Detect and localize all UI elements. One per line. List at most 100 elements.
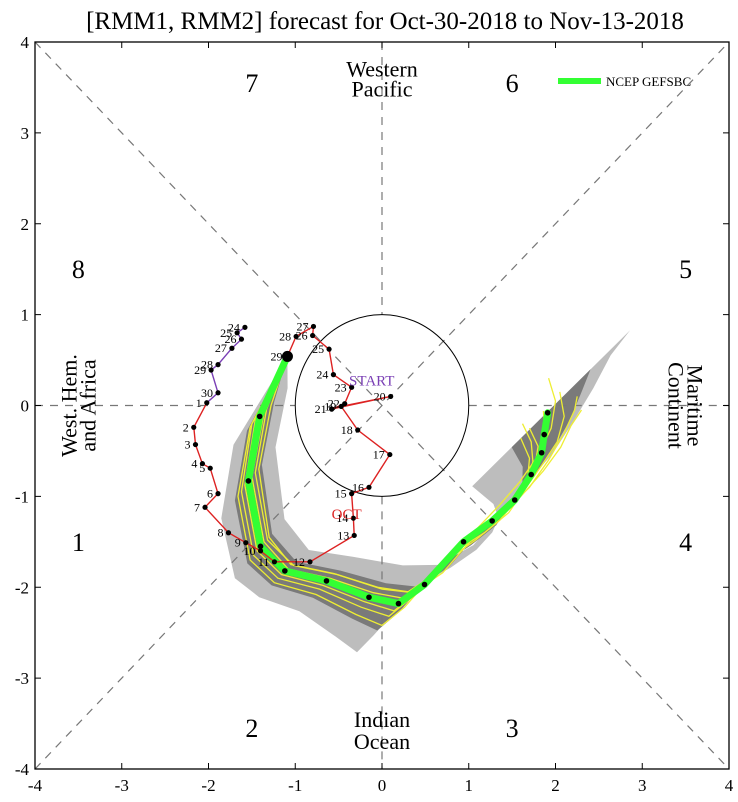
forecast-start-point <box>281 350 293 362</box>
forecast-mean-point <box>460 539 467 545</box>
phase-label-1: 1 <box>72 528 85 557</box>
observed-point <box>238 336 245 342</box>
forecast-mean-point <box>538 449 545 456</box>
y-tick-label: 4 <box>21 33 30 52</box>
forecast-mean-point <box>257 543 264 550</box>
x-tick-label: 1 <box>465 776 474 795</box>
phase-label-5: 5 <box>679 255 692 284</box>
observed-day-label: 27 <box>296 319 308 333</box>
observed-point <box>310 332 316 339</box>
observed-point <box>225 530 232 536</box>
observed-day-label: 26 <box>296 329 308 343</box>
observed-point <box>293 333 299 340</box>
chart-title: [RMM1, RMM2] forecast for Oct-30-2018 to… <box>86 8 684 35</box>
observed-day-label: 13 <box>337 528 349 542</box>
forecast-mean-point <box>528 471 535 478</box>
region-bottom-line1: Indian <box>354 707 410 732</box>
forecast-mean-point <box>541 431 548 438</box>
phase-label-4: 4 <box>679 528 692 557</box>
forecast-mean-point <box>489 518 495 524</box>
observed-day-label: 11 <box>258 555 270 569</box>
observed-day-label: 5 <box>199 461 205 475</box>
observed-point <box>215 362 221 368</box>
x-tick-label: -2 <box>201 776 215 795</box>
observed-day-label: 9 <box>235 536 241 550</box>
observed-day-label: 20 <box>374 389 386 403</box>
region-bottom-line2: Ocean <box>354 729 410 754</box>
observed-day-label: 29 <box>270 349 282 363</box>
observed-day-label: 28 <box>279 329 291 343</box>
y-tick-label: 0 <box>21 397 30 416</box>
phase-label-2: 2 <box>245 714 258 743</box>
observed-day-label: 12 <box>293 555 305 569</box>
phase-divider-sw-ne <box>34 41 730 770</box>
forecast-mean-point <box>395 600 402 607</box>
region-top-line2: Pacific <box>351 77 412 102</box>
observed-day-label: 18 <box>341 423 353 437</box>
forecast-mean-point <box>511 497 518 503</box>
observed-point <box>329 406 335 412</box>
forecast-mean-point <box>366 594 372 601</box>
observed-point <box>349 491 355 497</box>
forecast-mean-point <box>256 413 263 420</box>
oct-label: OCT <box>332 507 362 523</box>
region-right-line2: Continent <box>663 362 688 449</box>
x-tick-label: 2 <box>551 776 560 795</box>
observed-day-label: 2 <box>183 420 189 434</box>
observed-point <box>355 427 361 433</box>
observed-point <box>366 484 372 490</box>
x-tick-label: 0 <box>378 776 387 795</box>
observed-day-label: 10 <box>244 544 256 558</box>
observed-point <box>215 390 221 396</box>
observed-point <box>271 559 278 565</box>
observed-point <box>242 324 248 330</box>
observed-day-label: 29 <box>194 363 206 377</box>
y-tick-label: -1 <box>15 487 29 506</box>
observed-point <box>342 401 348 407</box>
forecast-mean-line <box>244 352 552 608</box>
observed-point <box>234 330 240 336</box>
observed-point <box>349 384 355 390</box>
forecast-mean-point <box>323 578 330 584</box>
observed-day-label: 21 <box>315 402 327 416</box>
observed-point <box>307 559 313 565</box>
observed-point <box>191 424 197 430</box>
y-tick-label: 3 <box>21 124 30 143</box>
forecast-mean-point <box>544 409 551 416</box>
observed-point <box>310 323 317 330</box>
region-left-line2: and Africa <box>76 359 101 451</box>
y-tick-label: 1 <box>21 306 30 325</box>
observed-day-label: 25 <box>220 326 232 340</box>
observed-point <box>326 346 332 352</box>
phase-label-6: 6 <box>506 69 519 98</box>
y-tick-label: -2 <box>15 578 29 597</box>
observed-day-label: 30 <box>201 386 213 400</box>
ensemble-spread-outer <box>221 330 631 653</box>
start-label: START <box>349 374 394 390</box>
observed-point <box>257 548 264 554</box>
observed-point <box>387 451 393 458</box>
observed-point <box>199 461 206 467</box>
observed-point <box>330 372 337 378</box>
observed-point <box>229 345 235 351</box>
region-top-line1: Western <box>346 57 418 82</box>
observed-day-label: 23 <box>335 380 347 394</box>
phase-label-7: 7 <box>245 69 258 98</box>
observed-day-label: 6 <box>207 487 213 501</box>
observed-point <box>215 491 221 497</box>
phase-label-3: 3 <box>506 714 519 743</box>
observed-day-label: 7 <box>194 500 200 514</box>
x-tick-label: 3 <box>638 776 647 795</box>
legend-label: NCEP GEFSBC <box>606 74 691 89</box>
observed-point <box>204 400 210 406</box>
region-right-line1: Maritime <box>682 365 707 447</box>
observed-day-label: 8 <box>217 526 223 540</box>
x-tick-label: -3 <box>115 776 129 795</box>
y-tick-label: -3 <box>15 669 29 688</box>
observed-point <box>208 367 214 373</box>
y-tick-label: 2 <box>21 215 30 234</box>
forecast-mean-point <box>421 581 428 588</box>
x-tick-label: 4 <box>725 776 734 795</box>
